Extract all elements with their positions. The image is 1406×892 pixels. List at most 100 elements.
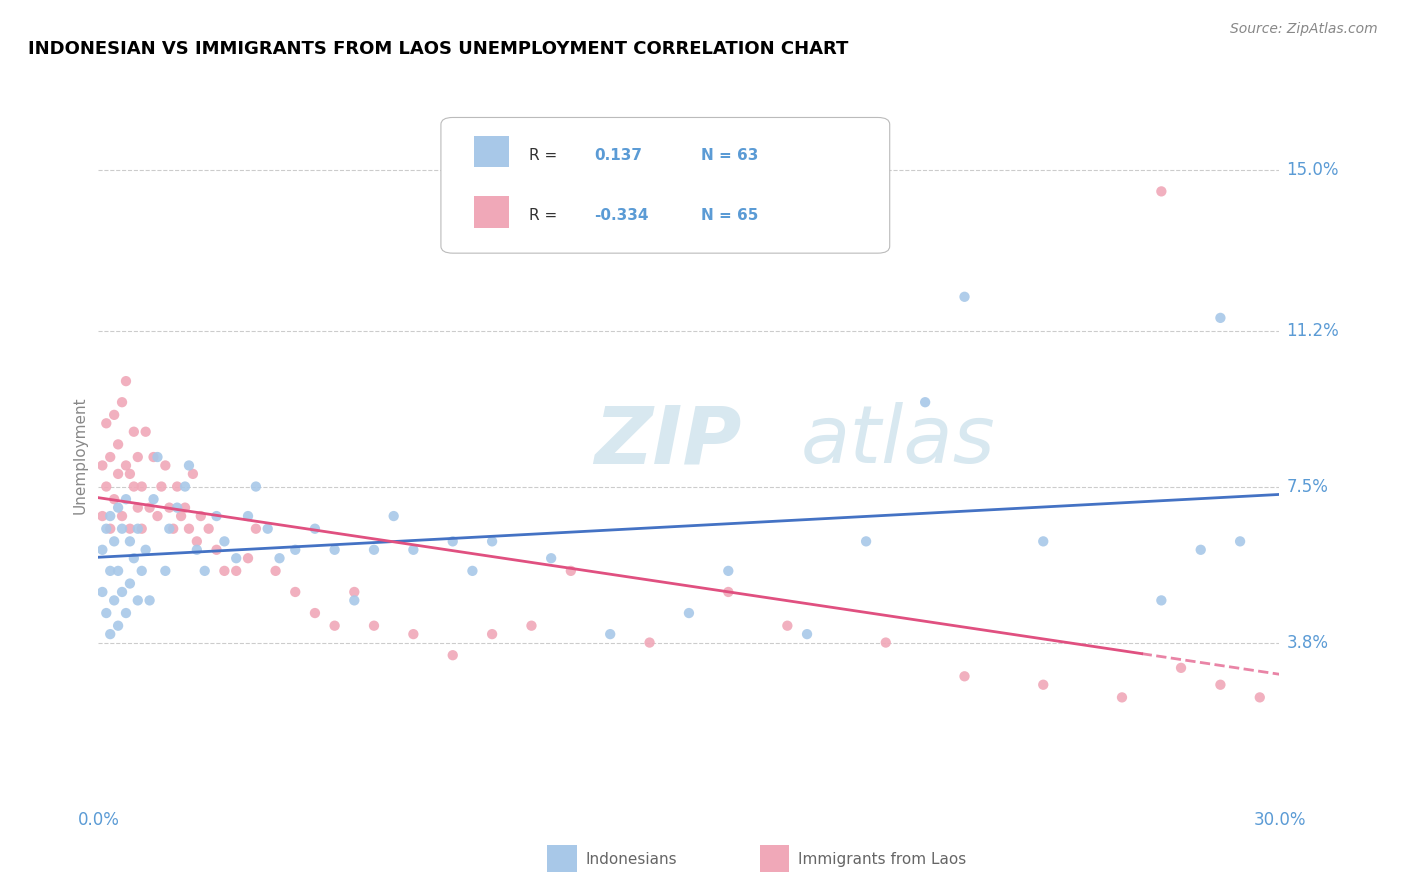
- Text: INDONESIAN VS IMMIGRANTS FROM LAOS UNEMPLOYMENT CORRELATION CHART: INDONESIAN VS IMMIGRANTS FROM LAOS UNEMP…: [28, 40, 848, 58]
- Point: [115, 374, 138, 388]
- Point: [1209, 678, 1232, 692]
- Point: [111, 585, 134, 599]
- Text: 0.137: 0.137: [595, 147, 643, 162]
- Point: [638, 635, 661, 649]
- Point: [91, 542, 114, 557]
- Point: [194, 564, 217, 578]
- Point: [264, 564, 287, 578]
- Point: [678, 606, 700, 620]
- Point: [111, 395, 134, 409]
- Point: [127, 593, 149, 607]
- Point: [98, 509, 121, 524]
- Text: R =: R =: [530, 209, 558, 223]
- Point: [98, 627, 121, 641]
- Point: [776, 618, 799, 632]
- Point: [284, 542, 307, 557]
- Point: [363, 542, 385, 557]
- Point: [520, 618, 543, 632]
- Point: [155, 458, 177, 473]
- Point: [98, 522, 121, 536]
- Point: [131, 479, 153, 493]
- Point: [118, 522, 141, 536]
- Point: [382, 509, 405, 524]
- Point: [1111, 690, 1133, 705]
- Point: [91, 458, 114, 473]
- Point: [96, 606, 118, 620]
- FancyBboxPatch shape: [441, 118, 890, 253]
- Point: [402, 542, 425, 557]
- Text: 11.2%: 11.2%: [1286, 321, 1340, 340]
- Bar: [474, 136, 509, 167]
- Point: [107, 467, 129, 481]
- Text: N = 65: N = 65: [700, 209, 758, 223]
- Text: atlas: atlas: [801, 402, 995, 480]
- Point: [236, 509, 259, 524]
- Text: 3.8%: 3.8%: [1286, 633, 1329, 651]
- Point: [1249, 690, 1271, 705]
- Point: [166, 500, 188, 515]
- Point: [107, 618, 129, 632]
- Bar: [547, 845, 576, 872]
- Point: [177, 458, 200, 473]
- Point: [1229, 534, 1251, 549]
- Point: [107, 564, 129, 578]
- Point: [177, 522, 200, 536]
- Point: [186, 542, 208, 557]
- Point: [343, 593, 366, 607]
- Point: [98, 564, 121, 578]
- Point: [560, 564, 582, 578]
- Point: [953, 290, 976, 304]
- Point: [118, 467, 141, 481]
- Text: Source: ZipAtlas.com: Source: ZipAtlas.com: [1230, 22, 1378, 37]
- Point: [269, 551, 291, 566]
- Point: [146, 450, 169, 464]
- Point: [190, 509, 212, 524]
- Point: [225, 564, 247, 578]
- Point: [103, 593, 125, 607]
- Point: [115, 458, 138, 473]
- Point: [304, 522, 326, 536]
- Point: [1189, 542, 1212, 557]
- Point: [284, 585, 307, 599]
- Point: [181, 467, 204, 481]
- Point: [98, 450, 121, 464]
- Point: [122, 479, 145, 493]
- Point: [1032, 534, 1054, 549]
- Point: [225, 551, 247, 566]
- Point: [796, 627, 818, 641]
- Point: [441, 648, 464, 663]
- Point: [323, 542, 346, 557]
- Text: R =: R =: [530, 147, 558, 162]
- Bar: [474, 196, 509, 227]
- Point: [236, 551, 259, 566]
- Text: -0.334: -0.334: [595, 209, 650, 223]
- Point: [599, 627, 621, 641]
- Point: [138, 500, 160, 515]
- Point: [118, 576, 141, 591]
- Point: [91, 585, 114, 599]
- Point: [111, 522, 134, 536]
- Point: [127, 522, 149, 536]
- Point: [245, 522, 267, 536]
- Point: [402, 627, 425, 641]
- Point: [115, 606, 138, 620]
- Point: [91, 509, 114, 524]
- Point: [131, 522, 153, 536]
- Point: [717, 585, 740, 599]
- Text: N = 63: N = 63: [700, 147, 758, 162]
- Point: [96, 479, 118, 493]
- Point: [717, 564, 740, 578]
- Point: [162, 522, 184, 536]
- Point: [481, 534, 503, 549]
- Point: [323, 618, 346, 632]
- Point: [142, 492, 165, 507]
- Point: [111, 509, 134, 524]
- Point: [205, 509, 228, 524]
- Point: [118, 534, 141, 549]
- Point: [256, 522, 278, 536]
- Point: [875, 635, 897, 649]
- Point: [1170, 661, 1192, 675]
- Point: [186, 534, 208, 549]
- Point: [197, 522, 219, 536]
- Point: [103, 408, 125, 422]
